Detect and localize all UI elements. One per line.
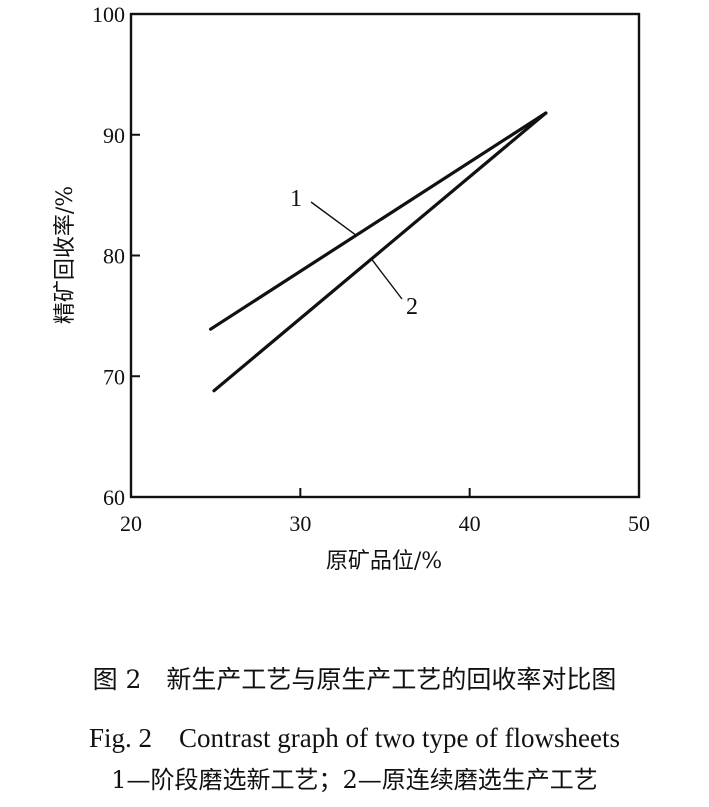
plot-frame (129, 12, 641, 499)
y-tick-label: 60 (103, 485, 125, 510)
series-line-2 (212, 111, 548, 393)
y-axis-title: 精矿回收率/% (53, 186, 78, 324)
y-tick-label: 80 (103, 244, 125, 269)
chart: 20 30 40 50 60 70 80 90 100 1 2 精矿回收率/% 原矿品位/% (53, 2, 650, 574)
series-1-leader (310, 201, 357, 236)
x-tick-label: 30 (289, 511, 311, 536)
series-line-1 (208, 111, 548, 331)
series-2-leader (370, 258, 403, 300)
x-tick-label: 40 (459, 511, 481, 536)
figure-caption-chinese: 图 2 新生产工艺与原生产工艺的回收率对比图 (92, 665, 617, 694)
x-axis-title: 原矿品位/% (326, 549, 442, 574)
figure-caption-english: Fig. 2 Contrast graph of two type of flo… (89, 723, 620, 753)
figure-legend-note: 1—阶段磨选新工艺；2—原连续磨选生产工艺 (111, 766, 598, 794)
y-tick-label: 70 (103, 364, 125, 389)
x-tick-label: 50 (628, 511, 650, 536)
y-tick-label: 100 (92, 2, 125, 27)
series-1-label: 1 (290, 186, 302, 212)
series-2-label: 2 (406, 294, 418, 320)
x-tick-label: 20 (120, 511, 142, 536)
y-tick-label: 90 (103, 123, 125, 148)
